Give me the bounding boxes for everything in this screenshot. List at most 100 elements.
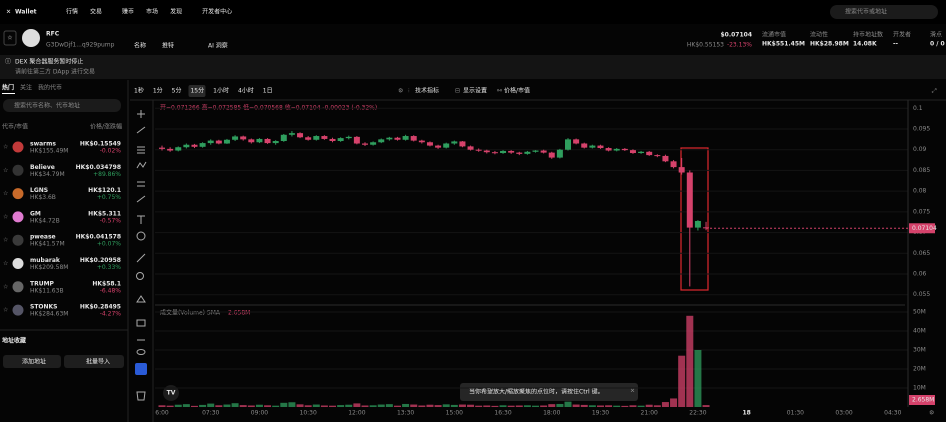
y-tick-label: 0.075: [913, 208, 930, 215]
volume-bar: [588, 405, 596, 407]
token-change: -0.02%: [100, 148, 122, 155]
interval[interactable]: 15分: [190, 87, 204, 95]
v-tick-label: 10M: [913, 385, 926, 392]
nav-item[interactable]: 市场: [146, 8, 158, 16]
volume-bar: [686, 315, 694, 407]
nav-item[interactable]: 开发者中心: [202, 8, 232, 16]
x-tick-label: 21:00: [641, 410, 658, 417]
candle-body: [556, 149, 563, 158]
fullscreen-btn[interactable]: ⤢: [932, 88, 937, 95]
volume-bar: [458, 404, 466, 407]
token-star[interactable]: ☆: [3, 213, 8, 220]
stat-value: --: [893, 41, 898, 48]
stat-label: 滑点: [930, 31, 942, 39]
candle-body: [629, 150, 636, 154]
interval[interactable]: 1秒: [134, 87, 144, 95]
sidebar-tab[interactable]: 热门: [2, 84, 14, 92]
volume-bar: [174, 404, 182, 407]
nav-item[interactable]: 赚币: [122, 8, 134, 16]
candle-body: [548, 152, 555, 158]
interval[interactable]: 1日: [263, 88, 273, 95]
token-link[interactable]: 名称: [134, 42, 146, 50]
token-price: HK$0.034798: [76, 164, 121, 171]
token-price: HK$5.311: [88, 210, 121, 217]
interval[interactable]: 1分: [153, 87, 163, 95]
candle-body: [256, 138, 263, 143]
favorites-title: 地址收藏: [2, 337, 26, 345]
sidebar-tab[interactable]: 我的代币: [38, 84, 62, 92]
candle-body: [459, 141, 466, 147]
x-tick-label: 07:30: [202, 410, 219, 417]
volume-bar: [329, 405, 337, 407]
settings-btn[interactable]: ⚙: [929, 410, 934, 417]
candle-body: [297, 133, 304, 138]
token-star[interactable]: ☆: [3, 144, 8, 151]
volume-bar: [255, 404, 263, 407]
token-name: swarms: [30, 141, 56, 148]
sidebar-search[interactable]: [3, 99, 121, 112]
token-star[interactable]: ☆: [3, 260, 8, 267]
y-tick-label: 0.06: [913, 271, 927, 278]
stat-label: 流动性: [810, 31, 828, 39]
add-address-btn[interactable]: [3, 355, 61, 368]
token-link[interactable]: AI 洞察: [208, 42, 228, 50]
x-tick-label: 13:30: [397, 410, 414, 417]
candle-body: [483, 150, 490, 153]
token-star[interactable]: ☆: [3, 283, 8, 290]
indicators-icon: ⫶: [408, 88, 410, 95]
hint-text: 当你希望放大/缩放聚焦的点位时，请按住Ctrl 键。: [469, 388, 604, 396]
indicators-btn[interactable]: 技术指标: [415, 87, 439, 95]
y-tick-label: 0.085: [913, 167, 930, 174]
sidebar-tab[interactable]: 关注: [20, 84, 32, 92]
volume-bar: [645, 404, 653, 407]
magnet-tool-active[interactable]: [135, 363, 147, 375]
token-name: LGNS: [30, 187, 48, 194]
display-btn[interactable]: 显示设置: [463, 87, 487, 95]
price-toggle[interactable]: 价格/市值: [504, 87, 530, 95]
x-tick-label: 22:30: [689, 410, 706, 417]
candle-body: [175, 147, 182, 151]
candle-body: [565, 139, 571, 150]
notice-icon: ⓘ: [5, 58, 11, 66]
star-icon: ☆: [7, 35, 12, 42]
drawing-tools[interactable]: [136, 110, 147, 401]
ohlc-legend: 开=0.071266 高=0.072585 低=0.070568 收=0.071…: [160, 104, 377, 112]
add-address-label: 添加地址: [22, 358, 46, 366]
search-box[interactable]: [830, 5, 938, 19]
candle-body: [662, 155, 669, 162]
interval[interactable]: 1小时: [213, 87, 229, 95]
token-star[interactable]: ☆: [3, 237, 8, 244]
volume-bar: [629, 405, 637, 407]
stat-value: HK$28.98M: [810, 41, 849, 48]
interval[interactable]: 5分: [172, 87, 182, 95]
token-avatar: [12, 281, 24, 293]
notice-title: DEX 聚合器服务暂时停止: [15, 58, 83, 66]
candle-body: [305, 137, 312, 140]
token-star[interactable]: ☆: [3, 190, 8, 197]
token-avatar: [12, 258, 24, 269]
nav-item[interactable]: 交易: [90, 8, 102, 16]
interval[interactable]: 4小时: [238, 87, 254, 95]
logo-mark: ✕: [6, 9, 11, 16]
top-bar: [0, 0, 946, 24]
price-toggle-icon: ⚯: [497, 88, 502, 95]
favorite-btn[interactable]: [3, 30, 17, 46]
volume-bar: [532, 405, 540, 407]
token-price: HK$0.15549: [80, 141, 121, 148]
volume-bar: [402, 403, 410, 407]
token-star[interactable]: ☆: [3, 307, 8, 314]
batch-import-btn[interactable]: [64, 355, 124, 368]
gear-icon: ⚙: [398, 88, 403, 95]
volume-bar: [450, 404, 458, 407]
candle-body: [678, 167, 685, 173]
token-link[interactable]: 推特: [162, 42, 174, 50]
volume-bar: [694, 350, 702, 407]
hint-close[interactable]: ✕: [630, 388, 635, 395]
nav-item[interactable]: 行情: [66, 8, 78, 16]
v-tick-label: 20M: [913, 366, 926, 373]
candle-body: [215, 140, 222, 144]
token-avatar: [12, 304, 24, 316]
nav-item[interactable]: 发现: [170, 8, 182, 16]
token-star[interactable]: ☆: [3, 167, 8, 174]
volume-bar: [296, 404, 304, 407]
